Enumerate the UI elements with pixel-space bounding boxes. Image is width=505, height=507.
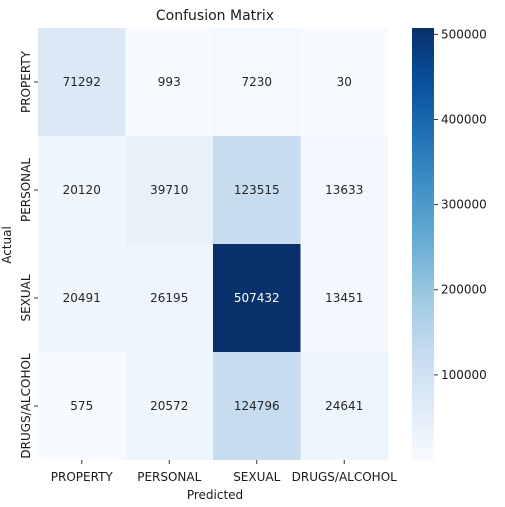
y-axis-label: Actual	[0, 226, 14, 264]
heatmap-cell	[125, 28, 213, 136]
y-tick-label: SEXUAL	[19, 274, 33, 321]
heatmap-cells	[38, 28, 388, 460]
heatmap-cell	[38, 244, 126, 352]
x-axis-label: Predicted	[187, 488, 243, 502]
colorbar-tick-label: 300000	[441, 198, 487, 212]
x-tick-label: SEXUAL	[233, 470, 280, 484]
colorbar-tick-label: 200000	[441, 283, 487, 297]
cell-value-label: 20120	[63, 183, 101, 197]
heatmap-cell	[300, 136, 388, 244]
colorbar	[412, 28, 434, 460]
heatmap-cell	[300, 28, 388, 136]
cell-value-label: 39710	[150, 183, 188, 197]
cell-value-label: 26195	[150, 291, 188, 305]
heatmap-cell	[125, 244, 213, 352]
heatmap-cell	[300, 352, 388, 460]
x-tick-label: PROPERTY	[51, 470, 114, 484]
heatmap-cell	[38, 352, 126, 460]
chart-title: Confusion Matrix	[156, 8, 274, 24]
cell-value-label: 20491	[63, 291, 101, 305]
cell-value-label: 13633	[325, 183, 363, 197]
y-axis-ticks: PROPERTY PERSONAL SEXUAL DRUGS/ALCOHOL	[19, 50, 38, 459]
heatmap-cell	[213, 136, 301, 244]
cell-value-label: 13451	[325, 291, 363, 305]
colorbar-tick-label: 500000	[441, 27, 487, 41]
cell-value-label: 30	[337, 75, 352, 89]
heatmap-cell	[125, 136, 213, 244]
heatmap-cell-labels: 71292 993 7230 30 20120 39710 123515 13633 20491…	[63, 75, 364, 413]
x-axis-ticks: PROPERTY PERSONAL SEXUAL DRUGS/ALCOHOL	[51, 460, 397, 484]
y-tick-label: PERSONAL	[19, 158, 33, 222]
heatmap-cell	[38, 136, 126, 244]
colorbar-tick-label: 400000	[441, 112, 487, 126]
cell-value-label: 507432	[234, 291, 280, 305]
cell-value-label: 7230	[241, 75, 272, 89]
cell-value-label: 123515	[234, 183, 280, 197]
cell-value-label: 575	[70, 399, 93, 413]
cell-value-label: 124796	[234, 399, 280, 413]
cell-value-label: 24641	[325, 399, 363, 413]
x-tick-label: DRUGS/ALCOHOL	[292, 470, 398, 484]
heatmap-cell	[213, 352, 301, 460]
heatmap-cell	[38, 28, 126, 136]
heatmap-cell	[213, 244, 301, 352]
heatmap-cell	[125, 352, 213, 460]
x-tick-label: PERSONAL	[137, 470, 201, 484]
heatmap-cell	[300, 244, 388, 352]
colorbar-tick-label: 100000	[441, 368, 487, 382]
cell-value-label: 993	[158, 75, 181, 89]
colorbar-ticks: 100000 200000 300000 400000 500000	[434, 27, 487, 382]
y-tick-label: PROPERTY	[19, 50, 33, 113]
heatmap-cell	[213, 28, 301, 136]
y-tick-label: DRUGS/ALCOHOL	[19, 353, 33, 459]
cell-value-label: 20572	[150, 399, 188, 413]
cell-value-label: 71292	[63, 75, 101, 89]
